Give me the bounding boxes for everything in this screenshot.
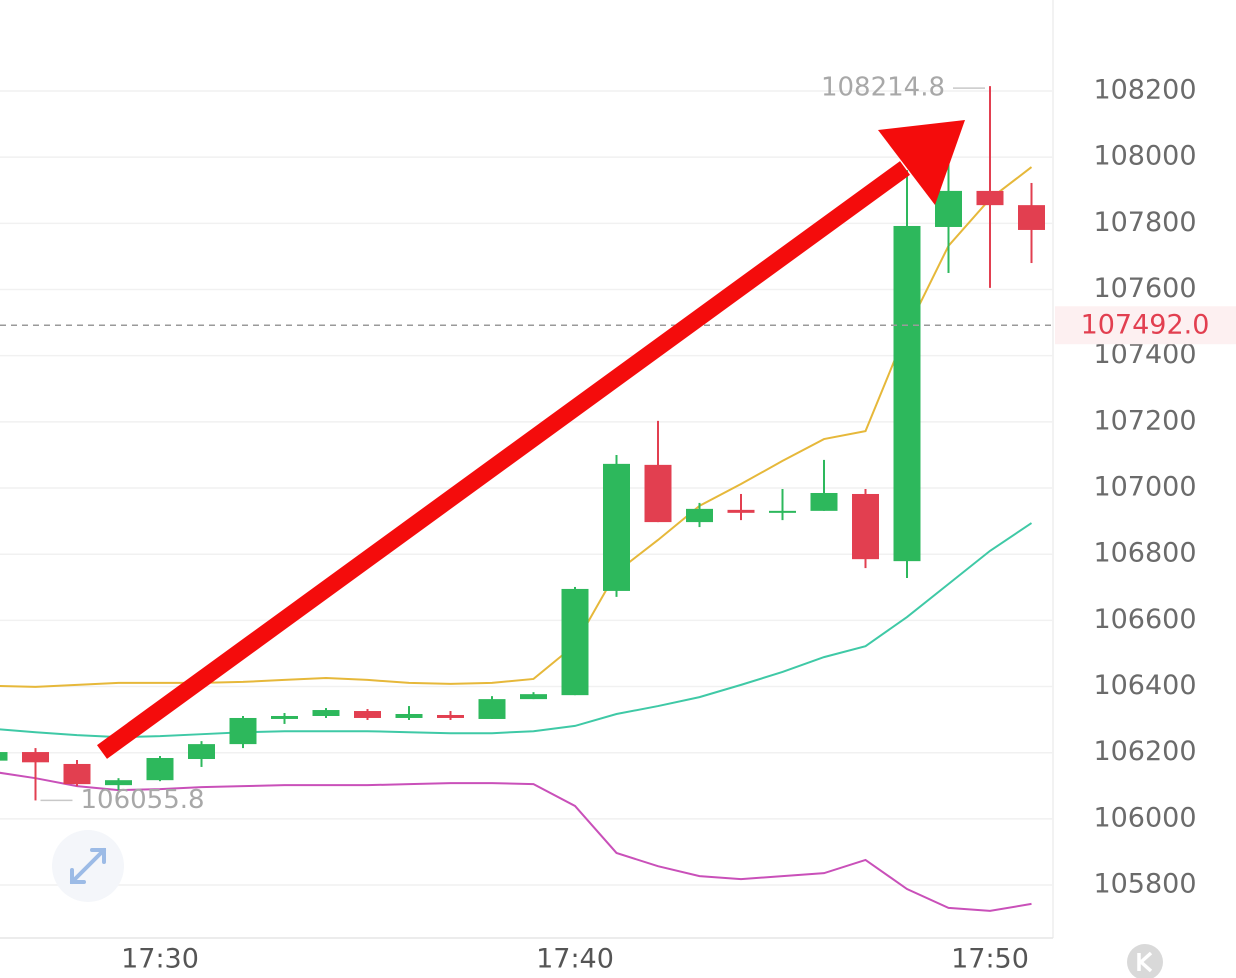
y-tick-label: 107400	[1093, 339, 1196, 370]
candle-body	[105, 780, 132, 786]
y-tick-label: 106200	[1093, 736, 1196, 767]
expand-icon-glyph[interactable]	[70, 848, 106, 884]
plot-area	[0, 86, 1045, 912]
candle-body	[935, 190, 962, 227]
y-tick-label: 106000	[1093, 802, 1196, 833]
candle-body	[852, 493, 879, 560]
y-tick-label: 107200	[1093, 405, 1196, 436]
indicator-line	[0, 771, 1032, 912]
y-tick-label: 106600	[1093, 604, 1196, 635]
candle-body	[644, 464, 672, 523]
candle-body	[437, 714, 464, 718]
candle-body	[312, 710, 340, 716]
candle-body	[810, 492, 838, 511]
x-tick-label: 17:30	[121, 944, 199, 975]
arrow-head	[878, 120, 965, 205]
grid: 105800 106000 106200 106400 106600 106800 1070…	[0, 74, 1197, 900]
trend-arrow	[97, 120, 965, 759]
collapse-button[interactable]	[1127, 944, 1163, 978]
candle-body	[686, 508, 713, 523]
last-price-box	[1055, 306, 1236, 345]
y-tick-label: 105800	[1093, 869, 1196, 900]
expand-icon[interactable]	[52, 830, 124, 902]
candle-body	[146, 758, 174, 781]
candle-body	[478, 699, 506, 719]
candle-body	[229, 717, 257, 745]
indicator-line	[0, 522, 1033, 739]
low-label: 106055.8	[81, 785, 205, 815]
candle-body	[354, 711, 381, 718]
candle-body	[188, 744, 215, 760]
candle-body	[520, 694, 547, 700]
indicator-line	[0, 166, 1033, 688]
candle-body	[603, 463, 630, 591]
candle-body	[395, 714, 423, 718]
candle-body	[1018, 205, 1045, 230]
candle-body	[271, 715, 298, 719]
x-tick-label: 17:40	[536, 944, 614, 975]
y-tick-label: 107000	[1093, 472, 1196, 503]
candle-body	[727, 509, 755, 513]
last-price-label: 107492.0	[1081, 310, 1210, 341]
candle-body	[976, 190, 1004, 206]
candle-body	[0, 752, 8, 761]
collapse-button-bg[interactable]	[1127, 944, 1163, 978]
collapse-button-glyph[interactable]	[1137, 951, 1153, 973]
y-tick-label: 106800	[1093, 538, 1196, 569]
candle-body	[561, 588, 589, 696]
x-tick-label: 17:50	[951, 944, 1029, 975]
y-tick-label: 108000	[1093, 141, 1196, 172]
candle-body	[893, 225, 921, 562]
candle-body	[63, 763, 91, 785]
high-label: 108214.8	[821, 73, 945, 103]
candle-body	[22, 752, 49, 763]
y-tick-label: 108200	[1093, 74, 1196, 105]
y-tick-label: 107800	[1093, 207, 1196, 238]
annotations: 17:30 17:40 17:50 108214.8 106055.8 107492.0	[0, 73, 1236, 975]
candle-body	[769, 510, 796, 513]
y-tick-label: 106400	[1093, 670, 1196, 701]
arrow-shaft	[97, 161, 910, 759]
y-tick-label: 107600	[1093, 273, 1196, 304]
